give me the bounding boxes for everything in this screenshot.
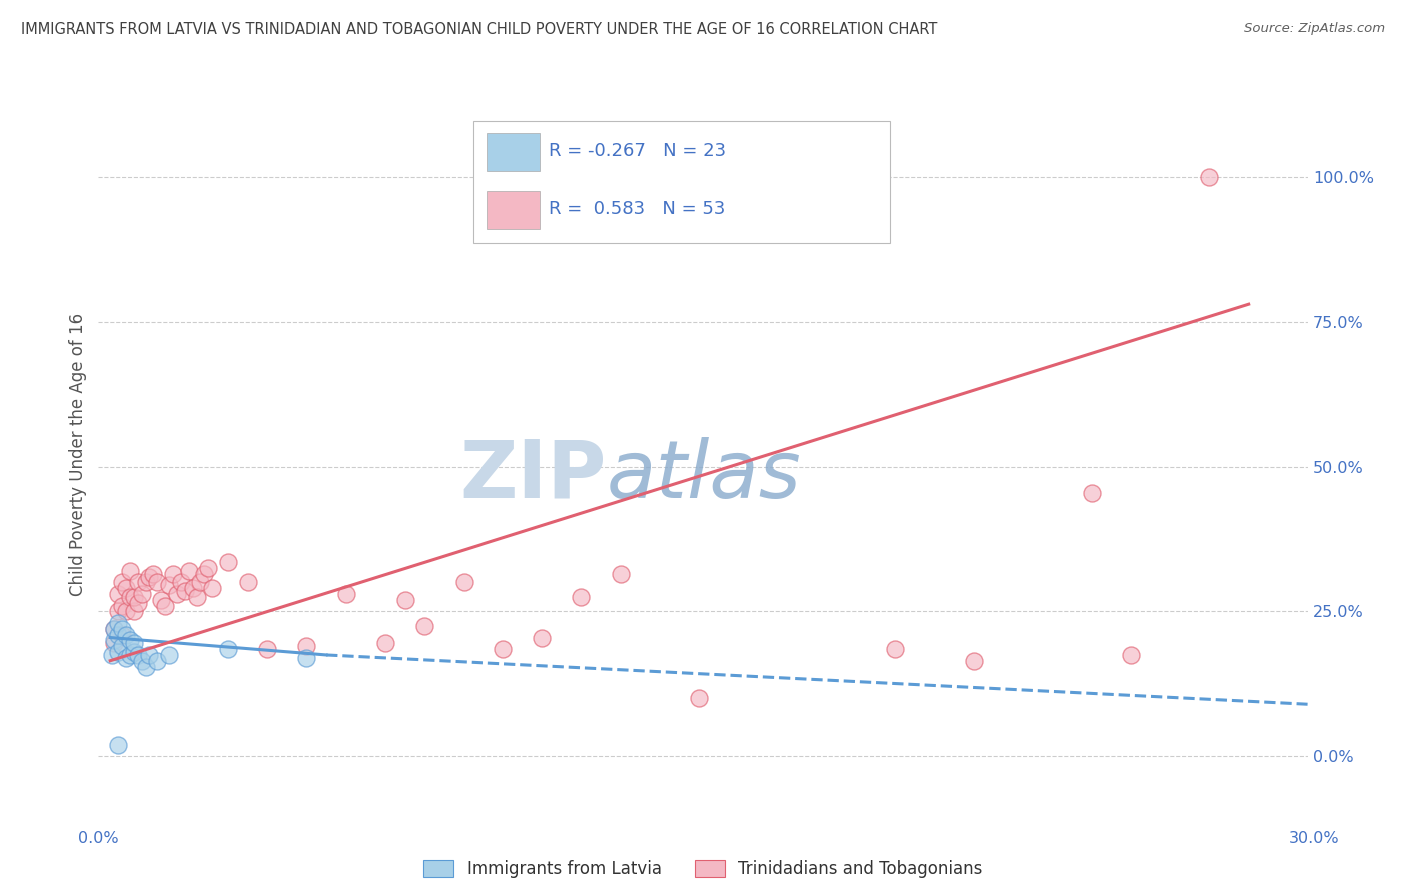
Point (103, 622, 125, 636)
Point (569, 590, 592, 604)
Point (101, 648, 124, 662)
Text: 0.0%: 0.0% (79, 831, 118, 846)
Point (146, 654, 169, 668)
Point (115, 651, 138, 665)
Point (122, 645, 145, 659)
Point (122, 605, 145, 619)
Point (138, 570, 160, 584)
Point (335, 587, 357, 601)
Point (103, 633, 125, 648)
Point (492, 642, 515, 657)
Point (1080, 485, 1102, 500)
Point (153, 599, 176, 613)
Point (217, 555, 239, 569)
Point (115, 605, 138, 619)
Point (107, 645, 129, 659)
Point (131, 587, 153, 601)
Text: 30.0%: 30.0% (1289, 831, 1340, 846)
FancyBboxPatch shape (486, 191, 540, 229)
Point (122, 590, 145, 604)
Point (173, 584, 195, 599)
Point (181, 582, 204, 596)
Point (111, 622, 134, 636)
Point (138, 648, 160, 662)
Point (295, 651, 318, 665)
Point (131, 654, 153, 668)
Point (170, 575, 193, 590)
Point (374, 636, 396, 650)
Point (127, 596, 149, 610)
Point (1198, 169, 1220, 184)
Point (111, 575, 134, 590)
Point (107, 587, 129, 601)
Point (1119, 648, 1142, 662)
Point (142, 566, 165, 581)
Point (111, 628, 134, 642)
Point (127, 648, 149, 662)
Point (162, 566, 184, 581)
Text: IMMIGRANTS FROM LATVIA VS TRINIDADIAN AND TOBAGONIAN CHILD POVERTY UNDER THE AGE: IMMIGRANTS FROM LATVIA VS TRINIDADIAN AN… (21, 22, 938, 37)
Point (413, 619, 436, 633)
Point (111, 639, 134, 653)
Point (236, 575, 259, 590)
Point (146, 575, 169, 590)
Point (201, 582, 224, 596)
Point (122, 636, 145, 650)
Point (295, 639, 318, 653)
Point (107, 628, 129, 642)
Point (118, 590, 141, 604)
Point (177, 564, 200, 578)
Y-axis label: Child Poverty Under the Age of 16: Child Poverty Under the Age of 16 (69, 313, 87, 597)
Point (157, 648, 180, 662)
Point (186, 590, 208, 604)
Text: Source: ZipAtlas.com: Source: ZipAtlas.com (1244, 22, 1385, 36)
Point (118, 564, 141, 578)
Point (197, 561, 219, 575)
Point (127, 575, 149, 590)
Point (115, 628, 138, 642)
Point (453, 575, 475, 590)
Point (111, 599, 134, 613)
Text: ZIP: ZIP (458, 437, 606, 515)
Point (531, 631, 554, 645)
Point (107, 605, 129, 619)
Point (688, 691, 710, 706)
Point (609, 566, 631, 581)
Point (107, 738, 129, 752)
Legend: Immigrants from Latvia, Trinidadians and Tobagonians: Immigrants from Latvia, Trinidadians and… (416, 854, 990, 885)
Point (193, 566, 215, 581)
Point (394, 592, 416, 607)
Point (884, 642, 907, 657)
Point (115, 582, 138, 596)
Text: R = -0.267   N = 23: R = -0.267 N = 23 (550, 142, 727, 160)
Point (166, 587, 188, 601)
Point (157, 578, 180, 592)
Point (118, 648, 141, 662)
Point (118, 633, 141, 648)
Point (217, 642, 239, 657)
Point (190, 575, 212, 590)
Point (150, 592, 173, 607)
Point (135, 575, 157, 590)
Point (107, 615, 129, 630)
Point (135, 659, 157, 673)
Point (103, 622, 125, 636)
Text: R =  0.583   N = 53: R = 0.583 N = 53 (550, 200, 725, 218)
Point (963, 654, 986, 668)
FancyBboxPatch shape (474, 121, 890, 243)
Point (103, 636, 125, 650)
Text: atlas: atlas (606, 437, 801, 515)
Point (256, 642, 278, 657)
FancyBboxPatch shape (486, 134, 540, 171)
